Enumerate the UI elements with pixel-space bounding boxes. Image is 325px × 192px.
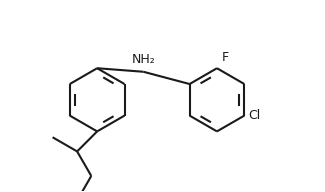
Text: Cl: Cl	[249, 109, 261, 122]
Text: NH₂: NH₂	[132, 53, 155, 66]
Text: F: F	[221, 51, 228, 64]
